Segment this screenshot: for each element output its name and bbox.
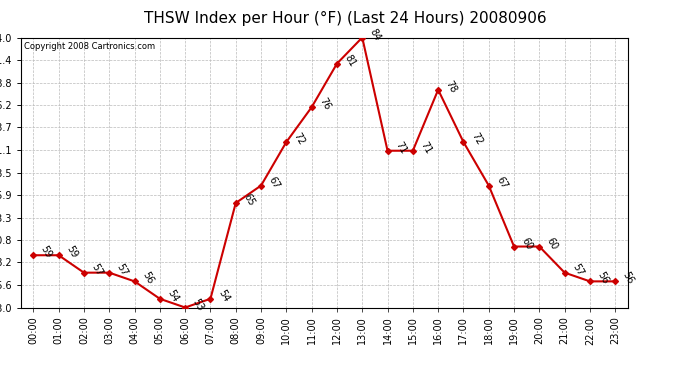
Text: 60: 60 <box>520 236 534 251</box>
Text: 76: 76 <box>317 96 332 112</box>
Text: 67: 67 <box>494 175 509 190</box>
Text: 71: 71 <box>393 140 408 156</box>
Text: 71: 71 <box>418 140 433 156</box>
Text: 56: 56 <box>595 270 611 286</box>
Text: 57: 57 <box>115 262 130 278</box>
Text: 72: 72 <box>292 131 307 147</box>
Text: 57: 57 <box>90 262 104 278</box>
Text: 67: 67 <box>266 175 282 190</box>
Text: 59: 59 <box>39 244 54 260</box>
Text: 65: 65 <box>241 192 256 208</box>
Text: 53: 53 <box>190 297 206 312</box>
Text: 72: 72 <box>469 131 484 147</box>
Text: 57: 57 <box>570 262 585 278</box>
Text: 78: 78 <box>444 79 459 94</box>
Text: 59: 59 <box>64 244 79 260</box>
Text: Copyright 2008 Cartronics.com: Copyright 2008 Cartronics.com <box>23 42 155 51</box>
Text: 81: 81 <box>342 53 357 68</box>
Text: 84: 84 <box>368 27 382 42</box>
Text: 56: 56 <box>621 270 635 286</box>
Text: 60: 60 <box>545 236 560 251</box>
Text: 54: 54 <box>216 288 231 304</box>
Text: 54: 54 <box>166 288 180 304</box>
Text: 56: 56 <box>140 270 155 286</box>
Text: THSW Index per Hour (°F) (Last 24 Hours) 20080906: THSW Index per Hour (°F) (Last 24 Hours)… <box>144 11 546 26</box>
